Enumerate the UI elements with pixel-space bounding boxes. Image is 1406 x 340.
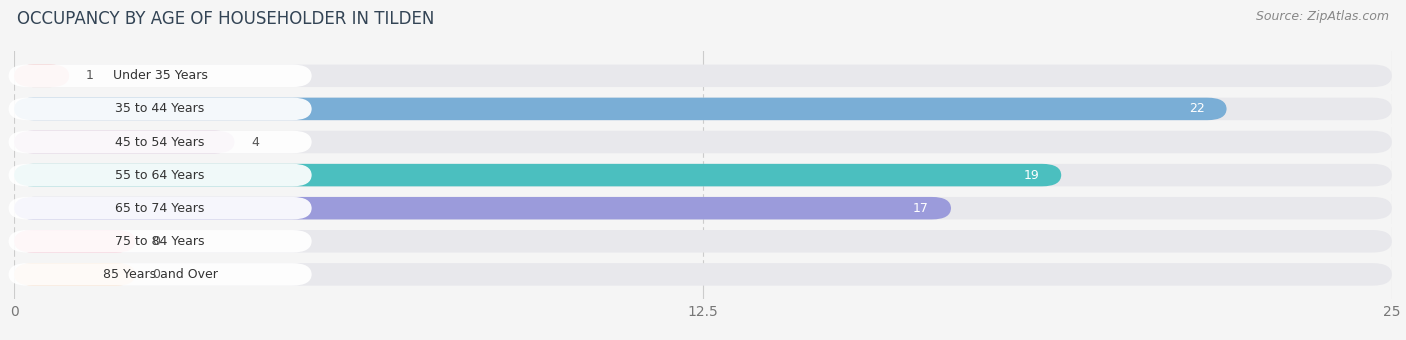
Text: 4: 4 <box>252 136 259 149</box>
Text: 17: 17 <box>912 202 929 215</box>
FancyBboxPatch shape <box>14 263 135 286</box>
Text: OCCUPANCY BY AGE OF HOUSEHOLDER IN TILDEN: OCCUPANCY BY AGE OF HOUSEHOLDER IN TILDE… <box>17 10 434 28</box>
FancyBboxPatch shape <box>14 65 69 87</box>
FancyBboxPatch shape <box>14 197 1392 219</box>
FancyBboxPatch shape <box>14 131 235 153</box>
Text: 65 to 74 Years: 65 to 74 Years <box>115 202 205 215</box>
FancyBboxPatch shape <box>14 230 1392 253</box>
Text: 19: 19 <box>1024 169 1039 182</box>
FancyBboxPatch shape <box>14 98 1392 120</box>
FancyBboxPatch shape <box>14 65 1392 87</box>
Text: 1: 1 <box>86 69 94 82</box>
FancyBboxPatch shape <box>8 164 312 186</box>
FancyBboxPatch shape <box>8 263 312 286</box>
FancyBboxPatch shape <box>8 98 312 120</box>
Text: 85 Years and Over: 85 Years and Over <box>103 268 218 281</box>
FancyBboxPatch shape <box>14 263 1392 286</box>
Text: 75 to 84 Years: 75 to 84 Years <box>115 235 205 248</box>
FancyBboxPatch shape <box>8 230 312 253</box>
Text: 35 to 44 Years: 35 to 44 Years <box>115 102 205 115</box>
FancyBboxPatch shape <box>14 98 1226 120</box>
Text: 45 to 54 Years: 45 to 54 Years <box>115 136 205 149</box>
FancyBboxPatch shape <box>8 131 312 153</box>
Text: 55 to 64 Years: 55 to 64 Years <box>115 169 205 182</box>
Text: 0: 0 <box>152 235 160 248</box>
FancyBboxPatch shape <box>14 164 1392 186</box>
FancyBboxPatch shape <box>8 65 312 87</box>
FancyBboxPatch shape <box>14 131 1392 153</box>
FancyBboxPatch shape <box>14 164 1062 186</box>
FancyBboxPatch shape <box>8 197 312 219</box>
FancyBboxPatch shape <box>14 197 950 219</box>
Text: Source: ZipAtlas.com: Source: ZipAtlas.com <box>1256 10 1389 23</box>
Text: Under 35 Years: Under 35 Years <box>112 69 208 82</box>
Text: 22: 22 <box>1189 102 1205 115</box>
FancyBboxPatch shape <box>14 230 135 253</box>
Text: 0: 0 <box>152 268 160 281</box>
